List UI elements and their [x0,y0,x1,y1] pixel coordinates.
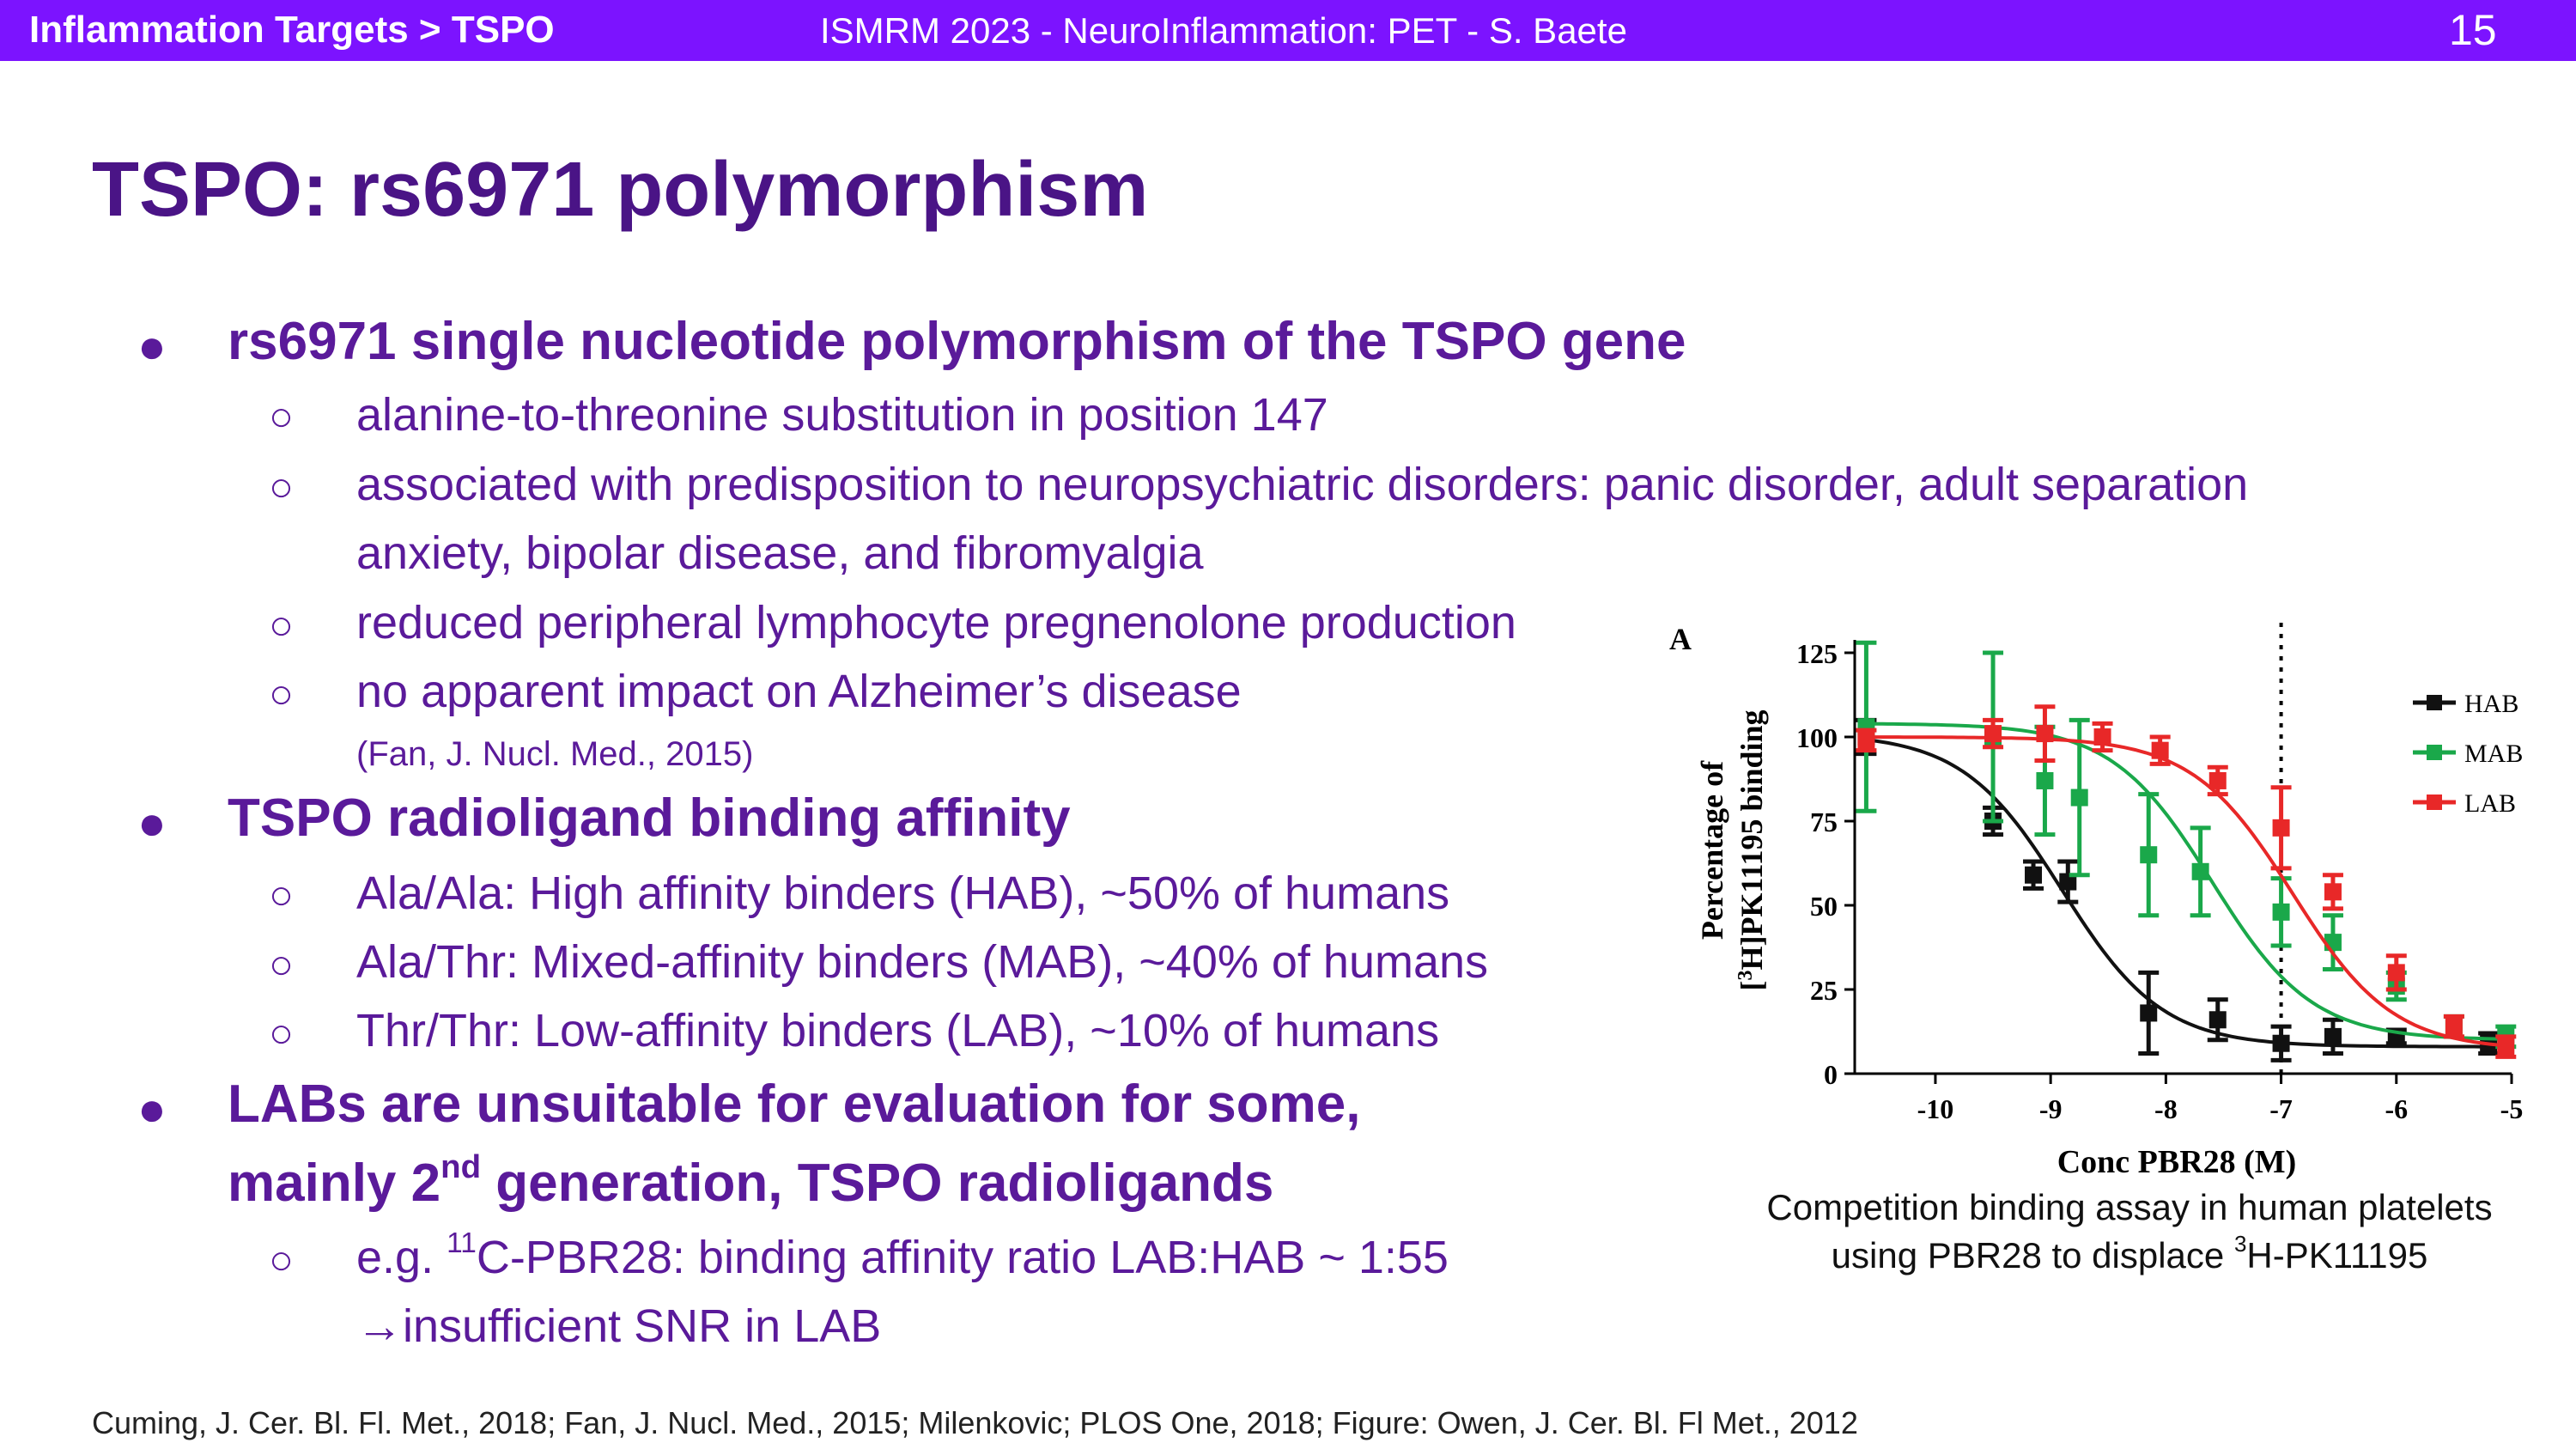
data-point-hab [2059,873,2077,891]
data-point-lab [2151,741,2169,759]
slide-title: TSPO: rs6971 polymorphism [92,147,1149,233]
y-tick-label: 50 [1810,891,1838,922]
y-tick-label: 75 [1810,807,1838,837]
fit-curve-lab [1866,735,2512,1048]
bullet-3-sub-1: e.g. 11C-PBR28: binding affinity ratio L… [356,1227,1449,1283]
bullet-1-sub-3: reduced peripheral lymphocyte pregnenolo… [356,597,1516,648]
data-point-mab [2140,846,2158,864]
data-point-lab [2324,883,2342,901]
data-point-lab [2387,964,2405,982]
binding-curve-chart: A Percentage of [3H]PK11195 binding Conc… [1669,622,2523,1180]
legend-label-mab: MAB [2464,740,2523,768]
x-tick-label: -9 [2039,1093,2063,1124]
x-tick-label: -5 [2500,1093,2524,1124]
sub-bullet-circle: ○ [269,672,294,717]
figure-caption: Competition binding assay in human plate… [1674,1184,2576,1280]
legend-label-lab: LAB [2464,789,2516,818]
sub-bullet-circle: ○ [269,465,294,510]
sub-bullet-circle: ○ [269,942,294,988]
bullet-3-line-1: LABs are unsuitable for evaluation for s… [228,1075,1361,1134]
data-point-lab [2208,771,2227,789]
x-tick-label: -8 [2154,1093,2178,1124]
data-point-lab [2036,725,2054,743]
bullet-3-sub-2: →insufficient SNR in LAB [356,1300,882,1352]
bullet-1-sub-2b: anxiety, bipolar disease, and fibromyalg… [356,527,1204,579]
y-tick-label: 100 [1796,722,1838,753]
data-point-mab [2036,771,2054,789]
breadcrumb: Inflammation Targets > TSPO [29,9,555,51]
data-point-hab [2272,1034,2290,1052]
slide-number: 15 [2449,6,2497,54]
fit-curve-hab [1866,738,2512,1049]
data-point-hab [2025,866,2043,884]
x-axis-label: Conc PBR28 (M) [2057,1144,2297,1180]
bullet-1-sub-4: no apparent impact on Alzheimer’s diseas… [356,666,1242,717]
conference-label: ISMRM 2023 - NeuroInflammation: PET - S.… [820,10,1627,51]
caption-line-2: using PBR28 to displace 3H-PK11195 [1831,1231,2428,1275]
bullet-1-sub-2a: associated with predisposition to neurop… [356,459,2249,510]
y-tick-label: 25 [1810,975,1838,1006]
legend-label-hab: HAB [2464,690,2518,718]
bullet-dot: ● [137,1081,167,1135]
sub-bullet-circle: ○ [269,873,294,918]
data-point-mab [2191,862,2209,880]
data-point-mab [2272,903,2290,921]
panel-label: A [1669,622,1692,656]
data-point-hab [2324,1027,2342,1045]
data-point-lab [1857,731,1875,749]
data-point-lab [2272,819,2290,837]
bullet-dot: ● [137,319,167,373]
caption-line-1: Competition binding assay in human plate… [1766,1187,2493,1227]
plot-area: 0 25 50 75 100 125 -10 -9 -8 -7 -6 -5 HAB MAB LAB [1796,623,2523,1124]
data-point-hab [2208,1011,2227,1029]
y-axis-label-line-1: Percentage of [1695,760,1729,940]
bullet-2-sub-1: Ala/Ala: High affinity binders (HAB), ~5… [356,868,1450,919]
y-tick-label: 0 [1824,1059,1838,1090]
data-point-mab [2070,788,2088,807]
fit-curve-mab [1866,721,2512,1041]
legend-marker-lab [2427,795,2442,810]
bullet-1: rs6971 single nucleotide polymorphism of… [228,312,1686,371]
bullet-3-line-2: mainly 2nd generation, TSPO radioligands [228,1148,1274,1213]
x-tick-label: -7 [2269,1093,2293,1124]
bullet-2: TSPO radioligand binding affinity [228,788,1071,848]
sub-bullet-circle: ○ [269,394,294,440]
bullet-dot: ● [137,795,167,849]
bullet-1-sub-1: alanine-to-threonine substitution in pos… [356,389,1328,441]
data-point-lab [2093,728,2111,746]
legend-marker-hab [2427,695,2442,710]
footer-references: Cuming, J. Cer. Bl. Fl. Met., 2018; Fan,… [92,1405,1858,1440]
y-axis-label-line-2: [3H]PK11195 binding [1735,709,1769,990]
data-point-lab [1984,725,2002,743]
data-point-lab [2497,1038,2515,1056]
legend-marker-mab [2427,745,2442,760]
bullet-2-sub-2: Ala/Thr: Mixed-affinity binders (MAB), ~… [356,936,1489,988]
data-point-hab [2140,1004,2158,1022]
bullet-2-sub-3: Thr/Thr: Low-affinity binders (LAB), ~10… [356,1005,1440,1056]
data-point-lab [2445,1018,2463,1036]
y-tick-label: 125 [1796,638,1838,669]
sub-bullet-circle: ○ [269,1238,294,1283]
bullet-1-reference: (Fan, J. Nucl. Med., 2015) [356,735,754,773]
sub-bullet-circle: ○ [269,1011,294,1056]
sub-bullet-circle: ○ [269,603,294,648]
x-tick-label: -10 [1917,1093,1954,1124]
x-tick-label: -6 [2385,1093,2408,1124]
header-bar: Inflammation Targets > TSPO ISMRM 2023 -… [0,0,2576,61]
